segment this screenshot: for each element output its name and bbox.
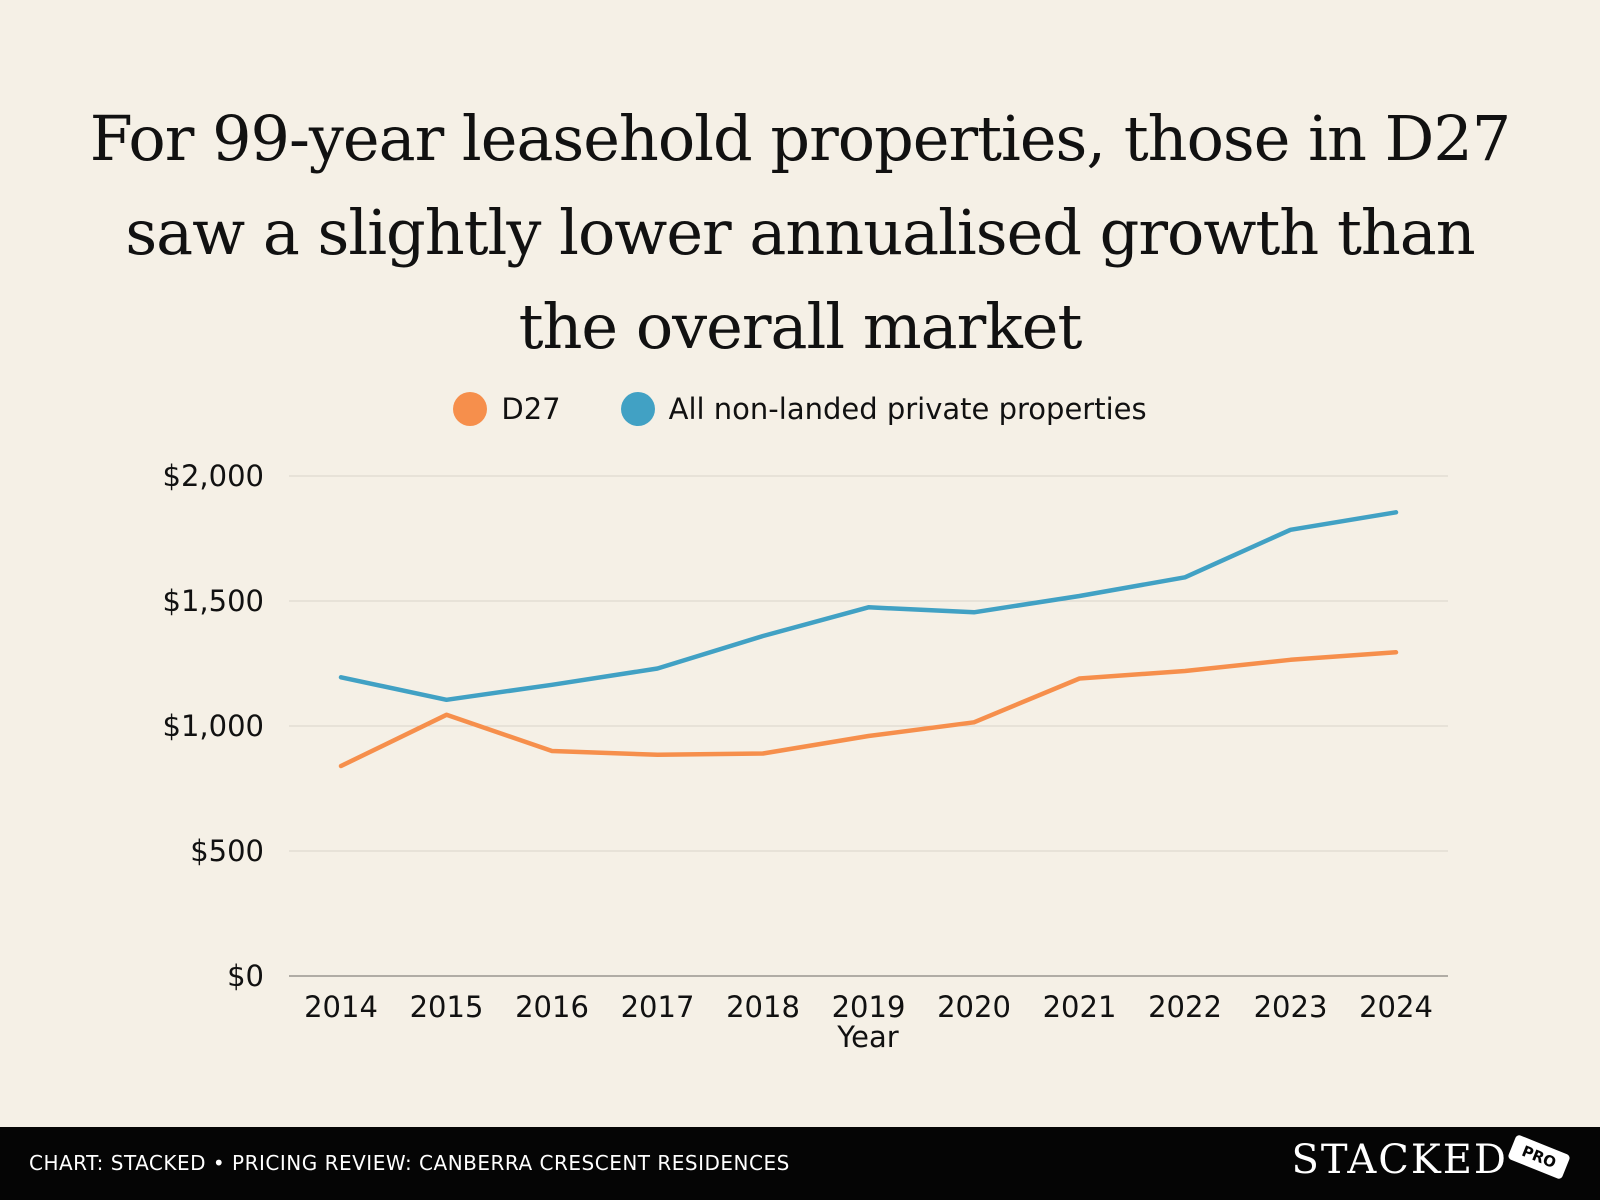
grid-lines (289, 475, 1448, 977)
x-tick-label: 2020 (937, 990, 1011, 1024)
x-tick-label: 2019 (832, 990, 906, 1024)
y-tick-label: $0 (227, 959, 264, 993)
brand-logo: STACKED (1291, 1137, 1508, 1183)
chart-legend: D27 All non-landed private properties (0, 392, 1600, 426)
y-tick-label: $2,000 (163, 459, 264, 493)
series-line-d27 (338, 650, 1399, 769)
legend-item-all: All non-landed private properties (620, 392, 1147, 426)
pro-badge: PRO (1507, 1134, 1571, 1180)
y-tick-label: $1,500 (163, 584, 264, 618)
y-axis-ticks: $0 $500 $1,000 $1,500 $2,000 (163, 459, 264, 993)
legend-label-d27: D27 (501, 392, 561, 426)
legend-swatch-d27 (453, 392, 488, 426)
y-tick-label: $1,000 (163, 709, 264, 743)
footer-bar: CHART: STACKED • PRICING REVIEW: CANBERR… (0, 1127, 1600, 1200)
x-tick-label: 2015 (410, 990, 484, 1024)
source-credit: CHART: STACKED • PRICING REVIEW: CANBERR… (29, 1151, 790, 1175)
series-line-all-non-landed (338, 510, 1399, 703)
chart-title: For 99-year leasehold properties, those … (89, 102, 1511, 363)
x-axis-ticks: 2014 2015 2016 2017 2018 2019 2020 2021 2022 2023… (304, 990, 1433, 1024)
x-tick-label: 2014 (304, 990, 378, 1024)
legend-item-d27: D27 (453, 392, 561, 426)
x-tick-label: 2017 (621, 990, 695, 1024)
x-tick-label: 2018 (726, 990, 800, 1024)
legend-swatch-all (620, 392, 655, 426)
x-tick-label: 2022 (1148, 990, 1222, 1024)
y-tick-label: $500 (190, 834, 264, 868)
x-axis-title: Year (836, 1020, 898, 1054)
data-series (338, 510, 1399, 769)
legend-label-all: All non-landed private properties (668, 392, 1147, 426)
line-chart: $0$500$1,000$1,500$2,000 2014 2015 2016 201… (163, 459, 1448, 1054)
x-tick-label: 2021 (1043, 990, 1117, 1024)
x-tick-label: 2016 (515, 990, 589, 1024)
x-tick-label: 2024 (1359, 990, 1433, 1024)
x-tick-label: 2023 (1254, 990, 1328, 1024)
